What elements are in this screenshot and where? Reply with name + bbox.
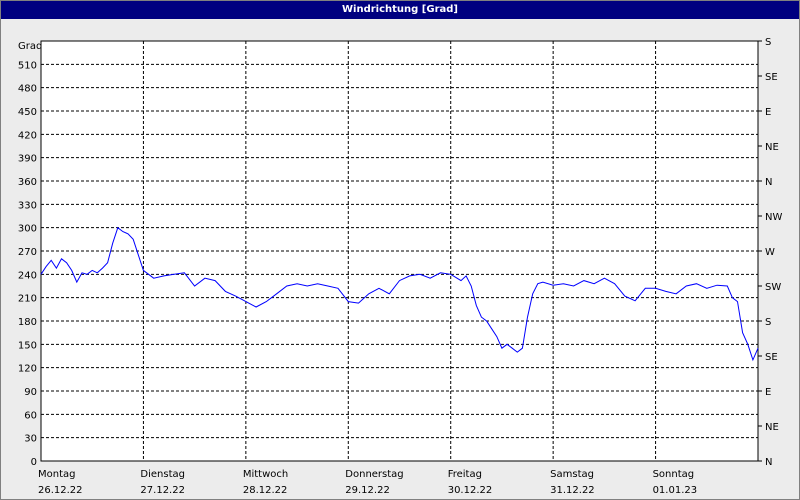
x-day-label: Montag — [38, 469, 75, 480]
grid-lines — [41, 41, 758, 461]
compass-label: SE — [765, 352, 778, 363]
compass-label: W — [765, 247, 775, 258]
left-axis: 0 30 60 90 120 150 180 210 240 270 300 330 360 390 420… — [18, 60, 37, 468]
compass-label: NE — [765, 142, 779, 153]
y-tick-label: 120 — [18, 364, 37, 375]
x-day-label: Sonntag — [653, 469, 695, 480]
x-day-label: Donnerstag — [345, 469, 403, 480]
x-day-label: Freitag — [448, 469, 482, 480]
x-date-label: 28.12.22 — [243, 485, 288, 496]
compass-label: S — [765, 37, 771, 48]
x-axis: Montag 26.12.22 Dienstag 27.12.22 Mittwoch 28… — [38, 469, 697, 496]
x-date-label: 29.12.22 — [345, 485, 390, 496]
x-day-label: Dienstag — [140, 469, 185, 480]
y-tick-label: 450 — [18, 107, 37, 118]
x-date-label: 26.12.22 — [38, 485, 83, 496]
series-line-wind-direction — [40, 226, 759, 362]
compass-label: E — [765, 107, 771, 118]
y-tick-label: 420 — [18, 130, 37, 141]
x-day-label: Samstag — [550, 469, 594, 480]
y-tick-label: 360 — [18, 177, 37, 188]
y-tick-label: 270 — [18, 247, 37, 258]
compass-label: S — [765, 317, 771, 328]
y-tick-label: 90 — [24, 387, 37, 398]
y-tick-label: 480 — [18, 84, 37, 95]
y-axis-label: Grad — [18, 41, 42, 52]
compass-label: N — [765, 177, 772, 188]
y-tick-label: 60 — [24, 410, 37, 421]
compass-label: SE — [765, 72, 778, 83]
y-tick-label: 0 — [31, 457, 37, 468]
y-tick-label: 510 — [18, 60, 37, 71]
y-tick-label: 180 — [18, 317, 37, 328]
x-date-label: 31.12.22 — [550, 485, 595, 496]
y-tick-label: 30 — [24, 434, 37, 445]
compass-label: NW — [765, 212, 782, 223]
chart-title: Windrichtung [Grad] — [1, 1, 799, 19]
compass-label: NE — [765, 422, 779, 433]
y-tick-label: 390 — [18, 154, 37, 165]
compass-label: N — [765, 457, 772, 468]
right-axis: N NE E SE S SW W NW N NE E SE S — [758, 37, 782, 468]
compass-label: SW — [765, 282, 781, 293]
x-date-label: 27.12.22 — [140, 485, 185, 496]
y-tick-label: 300 — [18, 224, 37, 235]
y-tick-label: 240 — [18, 270, 37, 281]
x-date-label: 01.01.23 — [653, 485, 698, 496]
compass-label: E — [765, 387, 771, 398]
y-tick-label: 150 — [18, 340, 37, 351]
y-tick-label: 330 — [18, 200, 37, 211]
x-date-label: 30.12.22 — [448, 485, 493, 496]
x-day-label: Mittwoch — [243, 469, 288, 480]
y-tick-label: 210 — [18, 294, 37, 305]
